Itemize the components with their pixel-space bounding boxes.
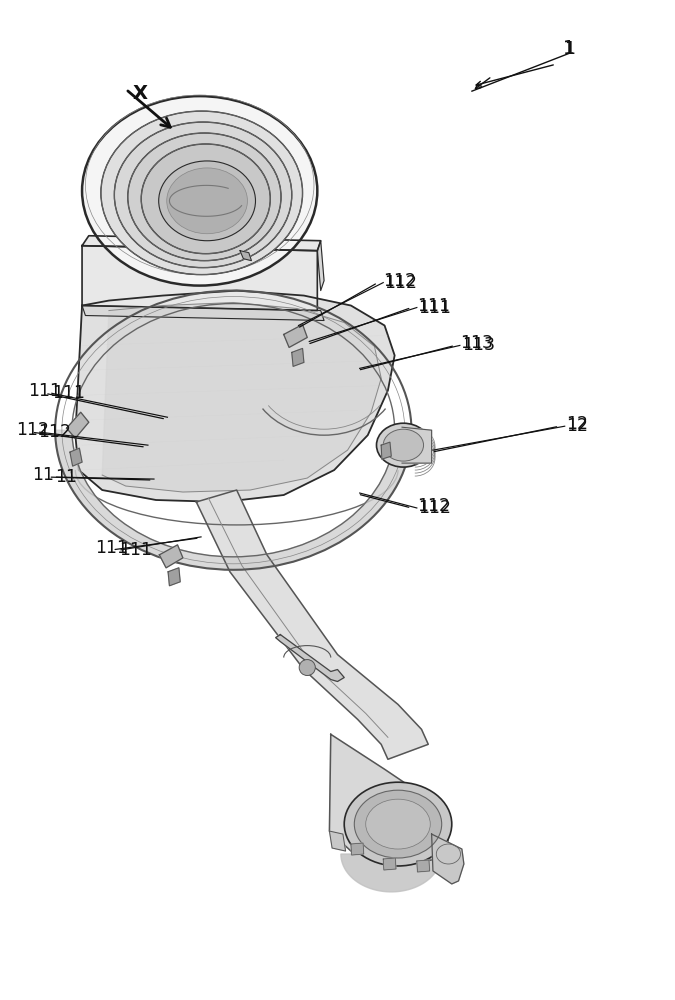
Polygon shape [82, 236, 321, 251]
Ellipse shape [82, 96, 317, 286]
Polygon shape [67, 412, 89, 438]
Polygon shape [196, 490, 428, 759]
Polygon shape [383, 858, 396, 870]
Ellipse shape [101, 111, 302, 275]
Text: 112: 112 [16, 421, 49, 439]
Text: 112: 112 [418, 499, 451, 517]
Text: X: X [132, 84, 147, 103]
Polygon shape [292, 348, 304, 366]
Polygon shape [102, 303, 381, 492]
Text: 12: 12 [566, 417, 588, 435]
Text: 112: 112 [383, 272, 416, 290]
Text: 111: 111 [95, 539, 128, 557]
Polygon shape [284, 324, 307, 347]
Ellipse shape [141, 144, 270, 254]
Polygon shape [159, 545, 183, 568]
Ellipse shape [167, 168, 248, 234]
Polygon shape [168, 568, 180, 586]
Polygon shape [351, 843, 364, 855]
Polygon shape [70, 448, 82, 466]
Text: 11: 11 [55, 468, 77, 486]
Polygon shape [76, 291, 395, 502]
Text: 1: 1 [564, 39, 575, 58]
Polygon shape [275, 635, 344, 681]
Ellipse shape [128, 133, 281, 261]
Polygon shape [329, 734, 448, 864]
Ellipse shape [354, 790, 441, 858]
Text: 112: 112 [38, 423, 72, 441]
Text: 113: 113 [462, 336, 495, 354]
Text: 111: 111 [418, 299, 451, 317]
Ellipse shape [377, 423, 430, 467]
Text: 111: 111 [52, 384, 85, 402]
Polygon shape [402, 427, 431, 463]
Text: 1: 1 [564, 40, 575, 58]
Polygon shape [82, 246, 317, 311]
Polygon shape [82, 306, 324, 320]
Ellipse shape [299, 660, 315, 676]
Polygon shape [341, 854, 441, 892]
Ellipse shape [344, 782, 452, 866]
Ellipse shape [114, 122, 292, 268]
Polygon shape [417, 860, 429, 872]
Text: 111: 111 [28, 382, 61, 400]
Text: 111: 111 [119, 541, 152, 559]
Polygon shape [55, 430, 412, 570]
Ellipse shape [366, 799, 430, 849]
Polygon shape [381, 442, 391, 459]
Ellipse shape [383, 429, 423, 461]
Text: 12: 12 [566, 415, 588, 433]
Text: 112: 112 [385, 274, 418, 292]
Polygon shape [240, 251, 252, 261]
Polygon shape [329, 831, 346, 851]
Text: 112: 112 [417, 497, 450, 515]
Text: 11: 11 [32, 466, 53, 484]
Polygon shape [317, 241, 324, 291]
Polygon shape [431, 834, 464, 884]
Text: 113: 113 [460, 334, 493, 352]
Text: 111: 111 [417, 297, 450, 315]
Ellipse shape [159, 161, 256, 241]
